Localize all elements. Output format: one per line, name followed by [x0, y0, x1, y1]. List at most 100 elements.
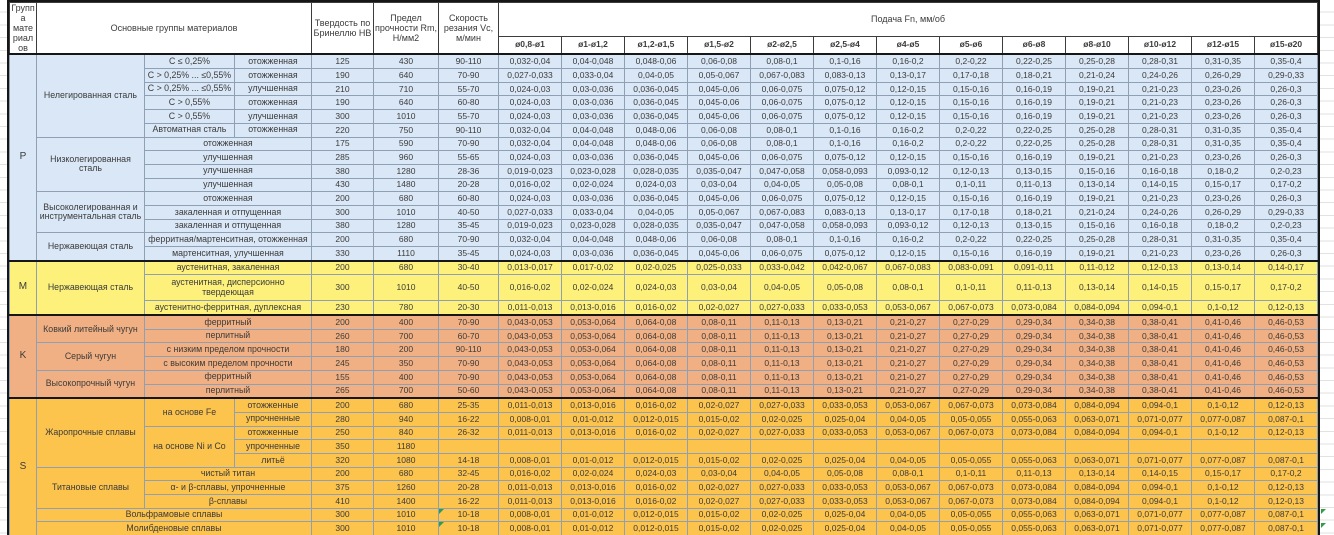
subtype-condition-cell[interactable]: с высоким пределом прочности [143, 356, 312, 371]
feed-cell[interactable]: 0,16-0,2 [875, 53, 940, 70]
feed-cell[interactable]: 0,067-0,073 [938, 397, 1003, 413]
feed-cell[interactable]: 0,067-0,073 [938, 300, 1003, 316]
feed-cell[interactable]: 0,033-0,04 [560, 204, 625, 220]
feed-cell[interactable]: 0,015-0,02 [686, 507, 751, 523]
strength-cell[interactable]: 400 [372, 314, 439, 330]
feed-cell[interactable]: 0,12-0,13 [938, 218, 1003, 234]
feed-cell[interactable]: 0,024-0,03 [497, 191, 562, 206]
feed-cell[interactable]: 0,11-0,13 [749, 314, 814, 330]
strength-cell[interactable]: 1010 [372, 507, 439, 523]
feed-cell[interactable]: 0,084-0,094 [1064, 480, 1129, 496]
feed-cell[interactable]: 0,033-0,053 [812, 425, 877, 441]
feed-cell[interactable]: 0,2-0,22 [938, 136, 1003, 152]
feed-cell[interactable]: 0,028-0,035 [623, 218, 688, 234]
strength-cell[interactable]: 1080 [372, 452, 439, 468]
feed-cell[interactable] [812, 439, 877, 454]
subtype-cell[interactable]: C > 0,55% [143, 95, 235, 111]
feed-cell[interactable]: 0,15-0,16 [1064, 218, 1129, 234]
feed-cell[interactable]: 0,043-0,053 [497, 328, 562, 344]
feed-cell[interactable]: 0,13-0,21 [812, 356, 877, 371]
feed-cell[interactable]: 0,13-0,14 [1064, 274, 1129, 302]
subtype-cell[interactable]: C > 0,55% [143, 109, 235, 124]
feed-cell[interactable]: 0,011-0,013 [497, 425, 562, 441]
cutting-speed-cell[interactable]: 30-40 [437, 259, 499, 276]
feed-cell[interactable]: 0,1-0,16 [812, 136, 877, 152]
feed-cell[interactable]: 0,035-0,047 [686, 163, 751, 179]
feed-cell[interactable] [623, 439, 688, 454]
feed-cell[interactable]: 0,46-0,53 [1253, 356, 1319, 371]
feed-cell[interactable]: 0,1-0,11 [938, 274, 1003, 302]
feed-cell[interactable]: 0,06-0,08 [686, 232, 751, 248]
condition-cell[interactable]: улучшенная [233, 81, 312, 97]
hardness-cell[interactable]: 300 [310, 274, 374, 302]
feed-cell[interactable]: 0,08-0,11 [686, 328, 751, 344]
cutting-speed-cell[interactable]: 14-18 [437, 452, 499, 468]
feed-cell[interactable]: 0,048-0,06 [623, 122, 688, 138]
feed-cell[interactable]: 0,067-0,083 [749, 204, 814, 220]
feed-cell[interactable]: 0,045-0,06 [686, 81, 751, 97]
hardness-cell[interactable]: 220 [310, 122, 374, 138]
hardness-cell[interactable]: 260 [310, 328, 374, 344]
feed-cell[interactable]: 0,18-0,21 [1001, 204, 1066, 220]
feed-cell[interactable]: 0,14-0,15 [1127, 177, 1192, 193]
feed-cell[interactable]: 0,46-0,53 [1253, 342, 1319, 358]
feed-cell[interactable]: 0,073-0,084 [1001, 494, 1066, 509]
cutting-speed-cell[interactable]: 26-32 [437, 425, 499, 441]
feed-cell[interactable]: 0,077-0,087 [1190, 452, 1255, 468]
feed-cell[interactable]: 0,03-0,036 [560, 109, 625, 124]
feed-cell[interactable]: 0,053-0,064 [560, 369, 625, 385]
feed-cell[interactable]: 0,25-0,28 [1064, 136, 1129, 152]
hardness-cell[interactable]: 410 [310, 494, 374, 509]
feed-cell[interactable]: 0,016-0,02 [623, 494, 688, 509]
feed-cell[interactable]: 0,16-0,18 [1127, 163, 1192, 179]
feed-cell[interactable]: 0,048-0,06 [623, 232, 688, 248]
feed-cell[interactable]: 0,26-0,3 [1253, 246, 1319, 262]
feed-cell[interactable]: 0,01-0,012 [560, 507, 625, 523]
feed-cell[interactable]: 0,094-0,1 [1127, 480, 1192, 496]
feed-cell[interactable]: 0,25-0,28 [1064, 232, 1129, 248]
feed-cell[interactable]: 0,064-0,08 [623, 383, 688, 399]
feed-cell[interactable]: 0,16-0,19 [1001, 109, 1066, 124]
feed-cell[interactable]: 0,008-0,01 [497, 507, 562, 523]
feed-cell[interactable]: 0,04-0,05 [623, 204, 688, 220]
feed-cell[interactable]: 0,15-0,16 [938, 246, 1003, 262]
feed-cell[interactable]: 0,34-0,38 [1064, 342, 1129, 358]
feed-cell[interactable]: 0,05-0,055 [938, 521, 1003, 535]
feed-cell[interactable]: 0,22-0,25 [1001, 232, 1066, 248]
condition-cell[interactable]: литьё [233, 452, 312, 468]
strength-cell[interactable]: 640 [372, 95, 439, 111]
feed-cell[interactable]: 0,23-0,26 [1190, 246, 1255, 262]
feed-cell[interactable] [875, 439, 940, 454]
cutting-speed-cell[interactable]: 20-30 [437, 300, 499, 316]
feed-cell[interactable]: 0,18-0,2 [1190, 218, 1255, 234]
feed-cell[interactable]: 0,2-0,22 [938, 232, 1003, 248]
feed-cell[interactable]: 0,036-0,045 [623, 150, 688, 165]
hardness-cell[interactable]: 180 [310, 342, 374, 358]
feed-cell[interactable]: 0,087-0,1 [1253, 411, 1319, 427]
feed-cell[interactable]: 0,053-0,064 [560, 328, 625, 344]
feed-cell[interactable]: 0,02-0,027 [686, 480, 751, 496]
feed-cell[interactable] [497, 439, 562, 454]
feed-cell[interactable]: 0,053-0,067 [875, 397, 940, 413]
cutting-speed-cell[interactable]: 90-110 [437, 53, 499, 70]
feed-cell[interactable]: 0,025-0,04 [812, 411, 877, 427]
feed-cell[interactable]: 0,093-0,12 [875, 218, 940, 234]
feed-cell[interactable]: 0,26-0,3 [1253, 109, 1319, 124]
feed-cell[interactable]: 0,11-0,13 [1001, 274, 1066, 302]
feed-cell[interactable]: 0,02-0,024 [560, 466, 625, 482]
feed-cell[interactable]: 0,22-0,25 [1001, 136, 1066, 152]
feed-cell[interactable] [560, 439, 625, 454]
feed-cell[interactable]: 0,12-0,13 [1253, 425, 1319, 441]
feed-cell[interactable]: 0,41-0,46 [1190, 369, 1255, 385]
feed-cell[interactable]: 0,11-0,13 [749, 342, 814, 358]
feed-cell[interactable]: 0,13-0,21 [812, 342, 877, 358]
cutting-speed-cell[interactable]: 10-18 [437, 507, 499, 523]
hardness-cell[interactable]: 300 [310, 204, 374, 220]
feed-cell[interactable]: 0,12-0,15 [875, 150, 940, 165]
feed-cell[interactable]: 0,04-0,048 [560, 136, 625, 152]
feed-cell[interactable]: 0,087-0,1 [1253, 452, 1319, 468]
subtype-condition-cell[interactable]: аустенитно-ферритная, дуплексная [143, 300, 312, 316]
material-group-cell[interactable]: Нержавеющая сталь [35, 232, 145, 262]
feed-cell[interactable]: 0,23-0,26 [1190, 95, 1255, 111]
feed-cell[interactable]: 0,15-0,17 [1190, 177, 1255, 193]
